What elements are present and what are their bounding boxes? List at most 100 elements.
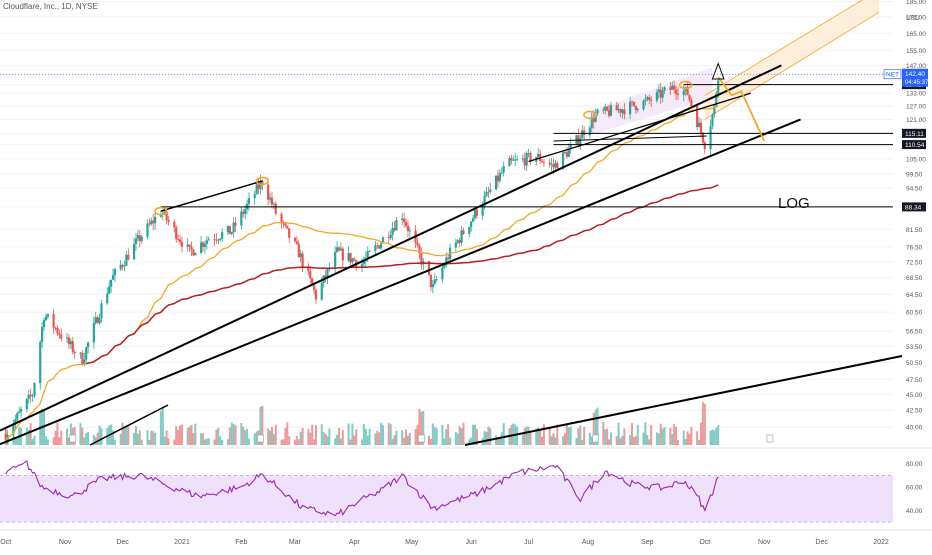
volume-bar [81, 427, 84, 445]
candle-body [312, 285, 316, 291]
candle-body [537, 153, 540, 158]
volume-bar [200, 433, 203, 445]
candle-body [525, 153, 528, 166]
last-price-tag [902, 68, 928, 87]
candle-body [709, 126, 712, 150]
moving-averages [5, 105, 719, 441]
earnings-marker [417, 434, 425, 443]
volume-bar [188, 426, 191, 445]
candle-body [56, 327, 59, 334]
volume-bar [79, 423, 82, 445]
candle-body [175, 227, 178, 240]
volume-bar [60, 430, 63, 445]
candle-body [498, 173, 501, 182]
candle-body [44, 316, 48, 320]
volume-bar [458, 426, 461, 445]
volume-bar [673, 423, 676, 445]
candle-body [686, 87, 689, 95]
candle-body [27, 394, 30, 400]
volume-bar [246, 428, 249, 445]
time-tick-label: Dec [815, 539, 828, 546]
volume-bar [671, 433, 674, 445]
volume-bar [646, 435, 649, 445]
rsi-band [0, 475, 893, 523]
candle-body [403, 218, 406, 223]
candle-body [242, 211, 245, 215]
price-tick-label: 105.00 [906, 156, 926, 163]
volume-bar [69, 423, 72, 445]
volume-bar [431, 423, 434, 445]
volume-bar [33, 435, 36, 445]
volume-bar [487, 426, 490, 445]
volume-bar [111, 430, 114, 445]
volume-bar [523, 427, 526, 445]
candle-body [247, 198, 251, 204]
volume-bar [606, 428, 609, 445]
candle-body [228, 226, 231, 234]
candle-body [154, 216, 157, 224]
candle-body [272, 203, 275, 205]
candle-body [404, 222, 408, 226]
channel-lower-line [528, 92, 751, 163]
volume-bar [341, 429, 344, 445]
candle-body [510, 158, 513, 161]
volume-bar [244, 430, 247, 445]
candle-body [512, 160, 515, 162]
volume-bar [67, 437, 70, 445]
volume-bar [213, 439, 216, 445]
candle-body [674, 89, 678, 94]
highlight-circle [583, 110, 597, 120]
candle-body [462, 230, 465, 234]
candle-body [203, 244, 207, 247]
candle-body [167, 220, 170, 222]
candle-body [314, 290, 318, 300]
candle-body [320, 282, 323, 300]
volume-bar [414, 428, 417, 445]
candle-body [150, 220, 153, 225]
price-tick-label: 60.50 [906, 310, 923, 317]
candle-body [335, 247, 339, 252]
candle-body [487, 191, 490, 193]
time-tick-label: Apr [349, 539, 361, 546]
volume-bar [165, 430, 168, 445]
price-level-tag [902, 202, 926, 212]
volume-bar [31, 438, 34, 445]
volume-bar [617, 422, 620, 445]
volume-bar [500, 432, 503, 445]
volume-bar [395, 430, 398, 445]
volume-bar [207, 438, 210, 445]
volume-bar [96, 432, 99, 445]
candle-body [96, 317, 99, 324]
volume-bar [644, 422, 647, 445]
candle-body [389, 234, 392, 238]
price-tick-label: 42.50 [906, 408, 923, 415]
candle-body [29, 394, 32, 397]
candle-body [496, 175, 500, 182]
volume-bar [134, 426, 137, 445]
candle-body [579, 138, 582, 145]
volume-bar [179, 425, 182, 445]
candle-body [604, 106, 607, 111]
candle-body [581, 130, 584, 139]
volume-bar [565, 424, 568, 445]
candle-body [395, 219, 398, 231]
price-axis[interactable]: 40.00 42.50 45.00 47.50 50.50 53.50 56.50 60.50… [0, 0, 929, 515]
price-tick-label: 127.00 [906, 104, 926, 111]
volume-bar [462, 422, 465, 445]
volume-bar [715, 427, 718, 445]
time-axis[interactable]: Oct Nov Dec 2021 Feb Mar Apr May Jun Jul Aug Sep Oct… [0, 539, 889, 546]
candle-body [92, 322, 95, 343]
candle-body [180, 241, 184, 247]
volume-bar [615, 436, 618, 445]
lower-trendline [0, 118, 801, 446]
volume-bar [127, 425, 130, 445]
volume-bar [311, 424, 314, 445]
rsi-tick-label: 60.00 [906, 485, 923, 492]
volume-bar [282, 439, 285, 445]
candle-body [401, 218, 404, 220]
price-tick-label: 56.50 [906, 329, 923, 336]
volume-bar [293, 439, 296, 445]
time-tick-label: Nov [758, 539, 771, 546]
candle-body [471, 218, 475, 222]
